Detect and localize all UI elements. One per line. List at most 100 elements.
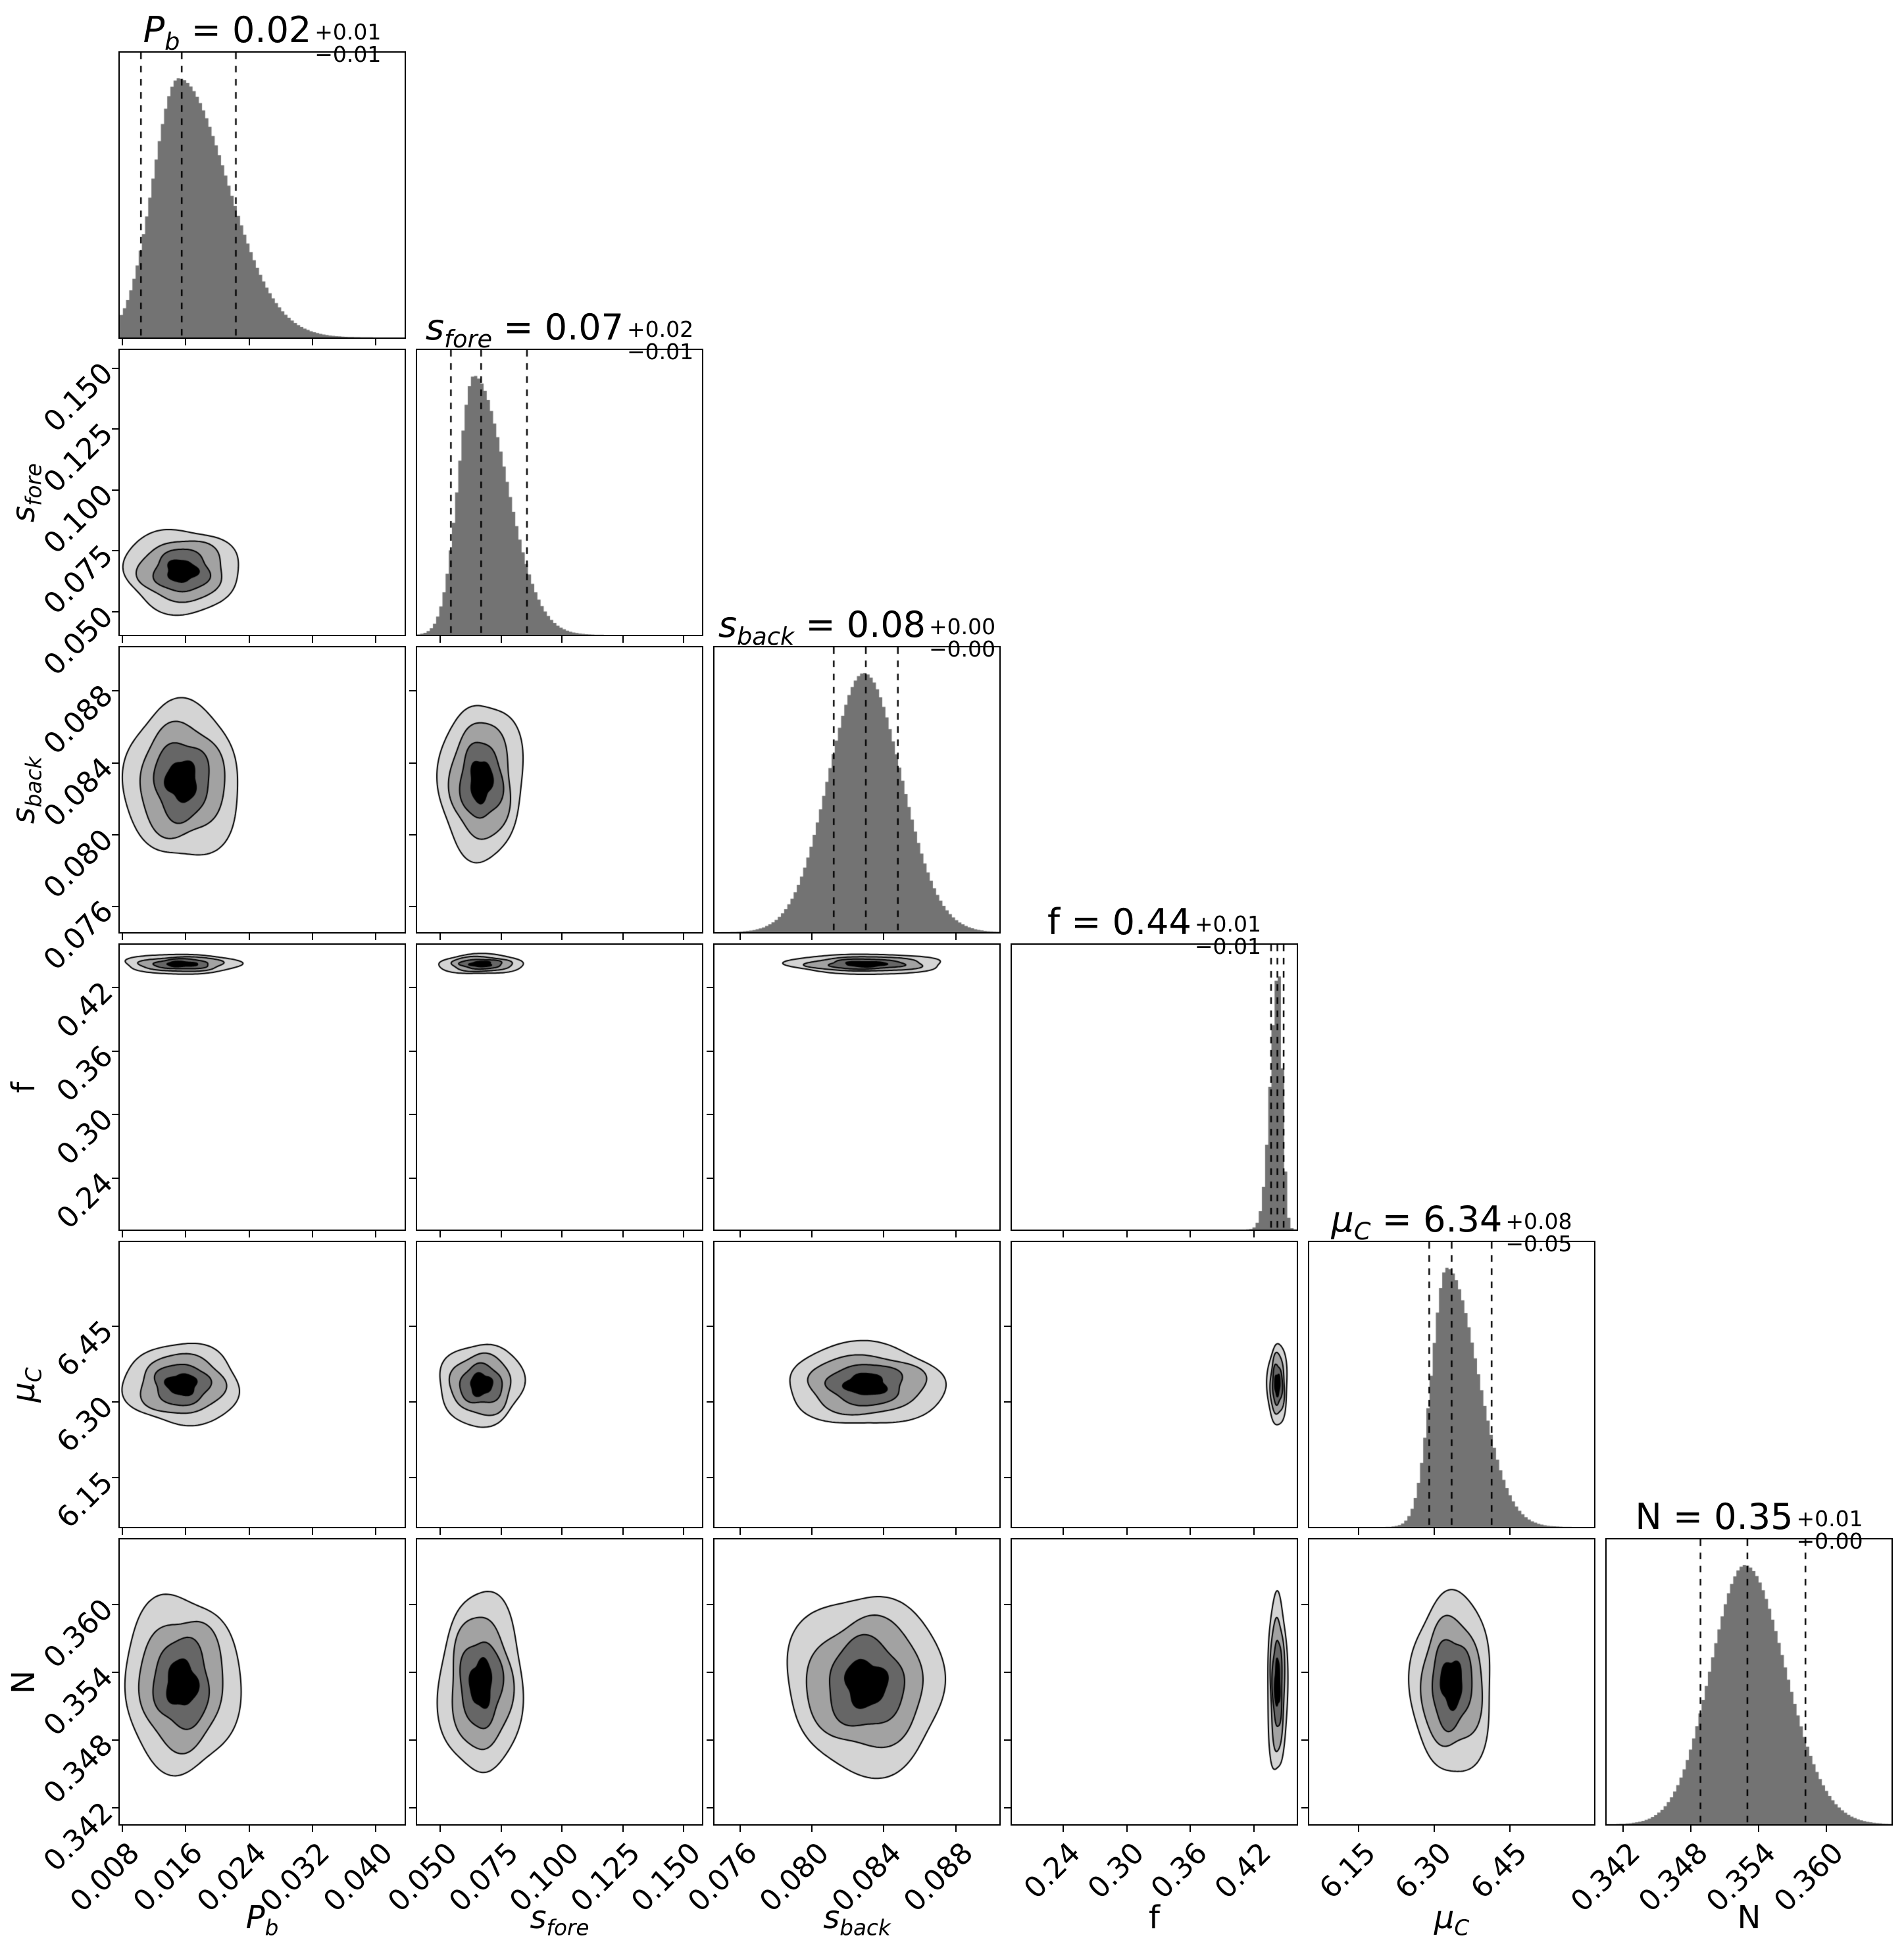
y-tick-mark <box>409 906 416 908</box>
x-tick-mark <box>185 339 187 345</box>
contour-panel-f-vs-sfore <box>416 943 703 1231</box>
diagonal-panel-pb <box>118 51 406 339</box>
x-tick-mark <box>683 636 685 643</box>
x-tick-mark <box>311 339 313 345</box>
y-tick-mark <box>707 1604 713 1606</box>
y-tick-mark <box>409 1739 416 1741</box>
x-tick-mark <box>375 339 377 345</box>
y-tick-mark <box>112 1671 118 1673</box>
y-tick-mark <box>112 690 118 692</box>
x-tick-label-f: 0.24 <box>1018 1836 1088 1906</box>
contour-panel-sfore-vs-pb <box>118 349 406 636</box>
x-tick-mark <box>739 1231 741 1237</box>
y-tick-mark <box>1004 1739 1011 1741</box>
y-tick-label-f: 0.36 <box>50 1039 120 1109</box>
y-tick-mark <box>409 987 416 989</box>
x-tick-mark <box>1825 1826 1827 1832</box>
density-contours-sfore-vs-pb <box>120 350 405 635</box>
x-tick-label-muc: 6.15 <box>1313 1836 1382 1906</box>
x-tick-mark <box>561 1231 563 1237</box>
x-tick-mark <box>185 1231 187 1237</box>
x-tick-mark <box>311 1826 313 1832</box>
x-tick-mark <box>375 934 377 940</box>
diagonal-panel-f <box>1011 943 1298 1231</box>
x-axis-label-n: N <box>1737 1899 1761 1936</box>
density-contours-muc-vs-pb <box>120 1242 405 1527</box>
contour-panel-muc-vs-pb <box>118 1241 406 1528</box>
y-tick-label-n: 0.354 <box>37 1660 120 1743</box>
y-tick-mark <box>707 1739 713 1741</box>
x-tick-mark <box>248 339 250 345</box>
y-tick-label-sfore: 0.050 <box>37 599 120 682</box>
x-tick-mark <box>622 934 624 940</box>
x-tick-mark <box>739 934 741 940</box>
y-tick-mark <box>112 1401 118 1403</box>
y-tick-mark <box>112 1114 118 1116</box>
x-tick-mark <box>1190 1826 1191 1832</box>
y-tick-mark <box>1004 1671 1011 1673</box>
x-tick-mark <box>1357 1528 1359 1535</box>
y-tick-label-muc: 6.15 <box>50 1465 120 1535</box>
x-tick-mark <box>439 1528 441 1535</box>
x-tick-mark <box>500 1528 502 1535</box>
x-tick-mark <box>248 934 250 940</box>
x-tick-mark <box>955 1528 957 1535</box>
x-tick-mark <box>1126 1231 1128 1237</box>
y-tick-mark <box>112 1604 118 1606</box>
x-tick-mark <box>311 934 313 940</box>
x-tick-mark <box>561 1528 563 1535</box>
x-tick-mark <box>439 1231 441 1237</box>
y-tick-mark <box>707 987 713 989</box>
x-tick-mark <box>1622 1826 1624 1832</box>
y-tick-mark <box>112 834 118 835</box>
y-tick-mark <box>707 1401 713 1403</box>
uncertainty-supsub: +0.00 −0.00 <box>929 614 996 662</box>
y-tick-label-f: 0.30 <box>50 1102 120 1172</box>
y-tick-mark <box>409 762 416 764</box>
x-tick-mark <box>1253 1826 1255 1832</box>
x-tick-mark <box>375 1826 377 1832</box>
x-tick-mark <box>1758 1826 1760 1832</box>
x-tick-mark <box>1253 1231 1255 1237</box>
x-tick-mark <box>622 1826 624 1832</box>
x-tick-mark <box>683 1528 685 1535</box>
y-tick-mark <box>409 1671 416 1673</box>
y-tick-label-sback: 0.088 <box>37 678 120 762</box>
y-tick-mark <box>707 1177 713 1179</box>
uncertainty-supsub: +0.02 −0.01 <box>626 316 694 364</box>
y-tick-mark <box>707 1050 713 1052</box>
x-tick-mark <box>1126 1826 1128 1832</box>
x-tick-mark <box>1063 1231 1065 1237</box>
y-tick-mark <box>707 1477 713 1479</box>
y-tick-mark <box>409 1604 416 1606</box>
x-tick-mark <box>500 1826 502 1832</box>
x-tick-label-f: 0.36 <box>1144 1836 1215 1906</box>
y-tick-mark <box>1301 1671 1308 1673</box>
y-tick-mark <box>112 1807 118 1808</box>
x-tick-mark <box>622 1528 624 1535</box>
panel-title-sback: sback = 0.08 +0.00 −0.00 <box>718 604 996 662</box>
x-tick-mark <box>122 1528 124 1535</box>
y-tick-label-n: 0.360 <box>37 1592 120 1675</box>
x-tick-mark <box>739 1528 741 1535</box>
x-tick-mark <box>1126 1528 1128 1535</box>
density-contours-sback-vs-pb <box>120 647 405 932</box>
y-tick-mark <box>1004 1807 1011 1808</box>
y-tick-mark <box>1301 1739 1308 1741</box>
y-tick-mark <box>112 1177 118 1179</box>
x-tick-mark <box>561 1826 563 1832</box>
panel-title-muc: μC = 6.34 +0.08 −0.05 <box>1331 1199 1572 1257</box>
x-tick-mark <box>439 636 441 643</box>
x-axis-label-muc: μC <box>1434 1899 1470 1941</box>
contour-panel-n-vs-sback <box>713 1538 1001 1826</box>
y-tick-mark <box>112 762 118 764</box>
x-tick-mark <box>1063 1826 1065 1832</box>
x-tick-mark <box>622 636 624 643</box>
diagonal-panel-sback <box>713 646 1001 934</box>
y-tick-mark <box>112 906 118 908</box>
density-contours-muc-vs-f <box>1012 1242 1297 1527</box>
y-tick-mark <box>112 1477 118 1479</box>
y-tick-mark <box>112 987 118 989</box>
x-tick-mark <box>1509 1826 1511 1832</box>
